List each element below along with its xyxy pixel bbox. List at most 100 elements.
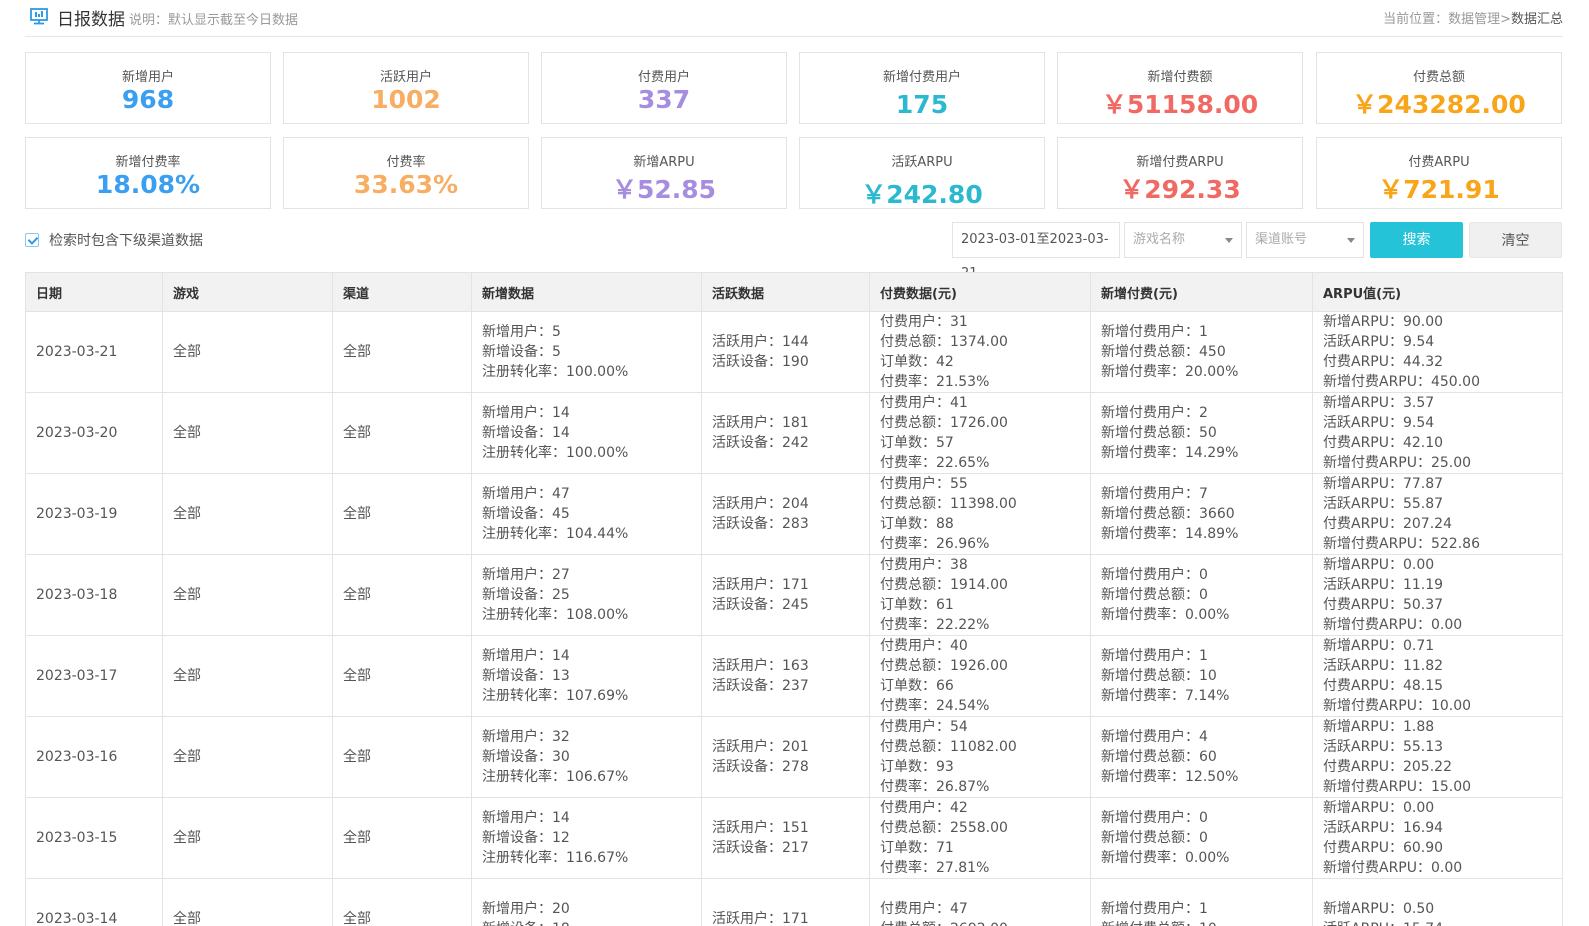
cell-line: 付费总额：11398.00 bbox=[880, 496, 1017, 512]
cell-line: 付费ARPU：50.37 bbox=[1323, 597, 1444, 613]
cell-line: 付费率：26.96% bbox=[880, 536, 990, 552]
stat-value: ￥52.85 bbox=[611, 175, 717, 204]
cell-line: 付费率：26.87% bbox=[880, 779, 990, 795]
column-header: 活跃数据 bbox=[701, 272, 870, 312]
stat-card: 新增付费用户 175 bbox=[799, 52, 1045, 124]
stat-card: 新增付费率 18.08% bbox=[25, 137, 271, 209]
cell-line: 订单数：57 bbox=[880, 435, 954, 451]
monitor-icon bbox=[30, 8, 48, 25]
stat-value: 1002 bbox=[371, 85, 441, 114]
stat-label: 新增付费率 bbox=[115, 155, 181, 170]
cell-line: 新增付费率：20.00% bbox=[1101, 364, 1239, 380]
cell-line: 付费总额：11082.00 bbox=[880, 739, 1017, 755]
include-subchannel-checkbox[interactable] bbox=[25, 233, 39, 247]
cell-line: 新增付费用户：1 bbox=[1101, 648, 1208, 664]
cell-line: 新增ARPU：0.71 bbox=[1323, 638, 1435, 654]
cell-arpu: 新增ARPU：1.88 活跃ARPU：55.13 付费ARPU：205.22 新增付费… bbox=[1312, 716, 1563, 798]
column-header: ARPU值(元) bbox=[1312, 272, 1563, 312]
cell-new: 新增用户：47 新增设备：45 注册转化率：104.44% bbox=[471, 473, 702, 555]
cell-line: 新增付费率：14.29% bbox=[1101, 445, 1239, 461]
channel-select[interactable]: 渠道账号 bbox=[1246, 222, 1364, 258]
cell-line: 新增付费用户：2 bbox=[1101, 405, 1208, 421]
cell-line: 新增ARPU：90.00 bbox=[1323, 314, 1444, 330]
page-description: 说明：默认显示截至今日数据 bbox=[129, 13, 299, 28]
clear-button[interactable]: 清空 bbox=[1469, 222, 1562, 258]
table-row: 2023-03-15 全部 全部 新增用户：14 新增设备：12 注册转化率：116.67… bbox=[25, 797, 1563, 879]
cell-line: 活跃用户：163 bbox=[712, 658, 809, 674]
cell-line: 新增付费率：7.14% bbox=[1101, 688, 1230, 704]
cell-line: 新增付费用户：1 bbox=[1101, 324, 1208, 340]
cell-line: 新增付费ARPU：0.00 bbox=[1323, 617, 1463, 633]
stat-label: 活跃ARPU bbox=[891, 155, 953, 170]
cell-line: 新增设备：12 bbox=[482, 830, 570, 846]
cell-line: 订单数：42 bbox=[880, 354, 954, 370]
cell-pay: 付费用户：42 付费总额：2558.00 订单数：71 付费率：27.81% bbox=[869, 797, 1091, 879]
cell-active: 活跃用户：144 活跃设备：190 bbox=[701, 311, 870, 393]
cell-line: 活跃ARPU：11.19 bbox=[1323, 577, 1444, 593]
cell-line: 新增付费ARPU：0.00 bbox=[1323, 860, 1463, 876]
cell-line: 新增付费率：0.00% bbox=[1101, 607, 1230, 623]
cell-channel: 全部 bbox=[332, 635, 472, 717]
cell-line: 新增设备：45 bbox=[482, 506, 570, 522]
cell-line: 新增付费用户：0 bbox=[1101, 810, 1208, 826]
cell-line: 新增用户：27 bbox=[482, 567, 570, 583]
cell-line: 新增ARPU：0.00 bbox=[1323, 557, 1435, 573]
cell-date: 2023-03-15 bbox=[25, 797, 163, 879]
include-subchannel-label: 检索时包含下级渠道数据 bbox=[49, 233, 203, 249]
stat-value: 33.63% bbox=[353, 170, 459, 199]
cell-line: 付费ARPU：48.15 bbox=[1323, 678, 1444, 694]
stat-value: ￥51158.00 bbox=[1101, 90, 1259, 119]
stat-card: 付费ARPU ￥721.91 bbox=[1316, 137, 1562, 209]
cell-line: 付费用户：38 bbox=[880, 557, 968, 573]
cell-line: 付费总额：1926.00 bbox=[880, 658, 1008, 674]
cell-line: 付费用户：31 bbox=[880, 314, 968, 330]
stat-card: 付费总额 ￥243282.00 bbox=[1316, 52, 1562, 124]
stat-value: 18.08% bbox=[95, 170, 201, 199]
cell-line: 活跃用户：144 bbox=[712, 334, 809, 350]
cell-line: 活跃ARPU：55.87 bbox=[1323, 496, 1444, 512]
cell-game: 全部 bbox=[162, 797, 333, 879]
search-button[interactable]: 搜索 bbox=[1370, 222, 1463, 258]
cell-line: 新增付费用户：4 bbox=[1101, 729, 1208, 745]
cell-active: 活跃用户：181 活跃设备：242 bbox=[701, 392, 870, 474]
column-header: 新增数据 bbox=[471, 272, 702, 312]
cell-line: 付费率：27.81% bbox=[880, 860, 990, 876]
cell-line: 新增付费用户：0 bbox=[1101, 567, 1208, 583]
cell-line: 付费率：24.54% bbox=[880, 698, 990, 714]
daily-report-table: 日期 游戏 渠道 新增数据 活跃数据 付费数据(元) 新增付费(元) ARPU值(元) 202… bbox=[25, 272, 1563, 926]
table-row: 2023-03-21 全部 全部 新增用户：5 新增设备：5 注册转化率：100.00% 活… bbox=[25, 311, 1563, 393]
cell-line: 付费总额：1374.00 bbox=[880, 334, 1008, 350]
stat-value: 175 bbox=[895, 90, 949, 119]
table-row: 2023-03-17 全部 全部 新增用户：14 新增设备：13 注册转化率：107.69… bbox=[25, 635, 1563, 717]
breadcrumb-prefix[interactable]: 当前位置：数据管理> bbox=[1383, 12, 1511, 27]
cell-line: 新增付费率：12.50% bbox=[1101, 769, 1239, 785]
game-select[interactable]: 游戏名称 bbox=[1124, 222, 1242, 258]
cell-line: 活跃设备：278 bbox=[712, 759, 809, 775]
table-header-row: 日期 游戏 渠道 新增数据 活跃数据 付费数据(元) 新增付费(元) ARPU值(元) bbox=[25, 272, 1563, 312]
cell-arpu: 新增ARPU：0.71 活跃ARPU：11.82 付费ARPU：48.15 新增付费A… bbox=[1312, 635, 1563, 717]
breadcrumb: 当前位置：数据管理>数据汇总 bbox=[1383, 8, 1563, 27]
cell-channel: 全部 bbox=[332, 392, 472, 474]
stat-card: 新增付费额 ￥51158.00 bbox=[1057, 52, 1303, 124]
cell-line: 注册转化率：104.44% bbox=[482, 526, 629, 542]
cell-newpay: 新增付费用户：1 新增付费总额：10 bbox=[1090, 878, 1313, 926]
cell-line: 付费用户：41 bbox=[880, 395, 968, 411]
stat-label: 付费总额 bbox=[1412, 70, 1465, 85]
include-subchannel-toggle[interactable]: 检索时包含下级渠道数据 bbox=[25, 230, 203, 250]
cell-line: 注册转化率：107.69% bbox=[482, 688, 629, 704]
cell-channel: 全部 bbox=[332, 878, 472, 926]
cell-new: 新增用户：5 新增设备：5 注册转化率：100.00% bbox=[471, 311, 702, 393]
cell-line: 新增ARPU：3.57 bbox=[1323, 395, 1435, 411]
cell-arpu: 新增ARPU：0.00 活跃ARPU：16.94 付费ARPU：60.90 新增付费A… bbox=[1312, 797, 1563, 879]
cell-line: 新增付费用户：7 bbox=[1101, 486, 1208, 502]
cell-line: 订单数：71 bbox=[880, 840, 954, 856]
cell-active: 活跃用户：151 活跃设备：217 bbox=[701, 797, 870, 879]
cell-line: 活跃用户：171 bbox=[712, 910, 809, 926]
cell-line: 新增用户：14 bbox=[482, 405, 570, 421]
cell-line: 付费用户：54 bbox=[880, 719, 968, 735]
stat-card: 付费用户 337 bbox=[541, 52, 787, 124]
cell-line: 新增付费总额：3660 bbox=[1101, 506, 1235, 522]
cell-line: 活跃ARPU：11.82 bbox=[1323, 658, 1444, 674]
chevron-down-icon bbox=[1225, 238, 1233, 243]
date-range-input[interactable]: 2023-03-01至2023-03-21 bbox=[952, 222, 1120, 281]
